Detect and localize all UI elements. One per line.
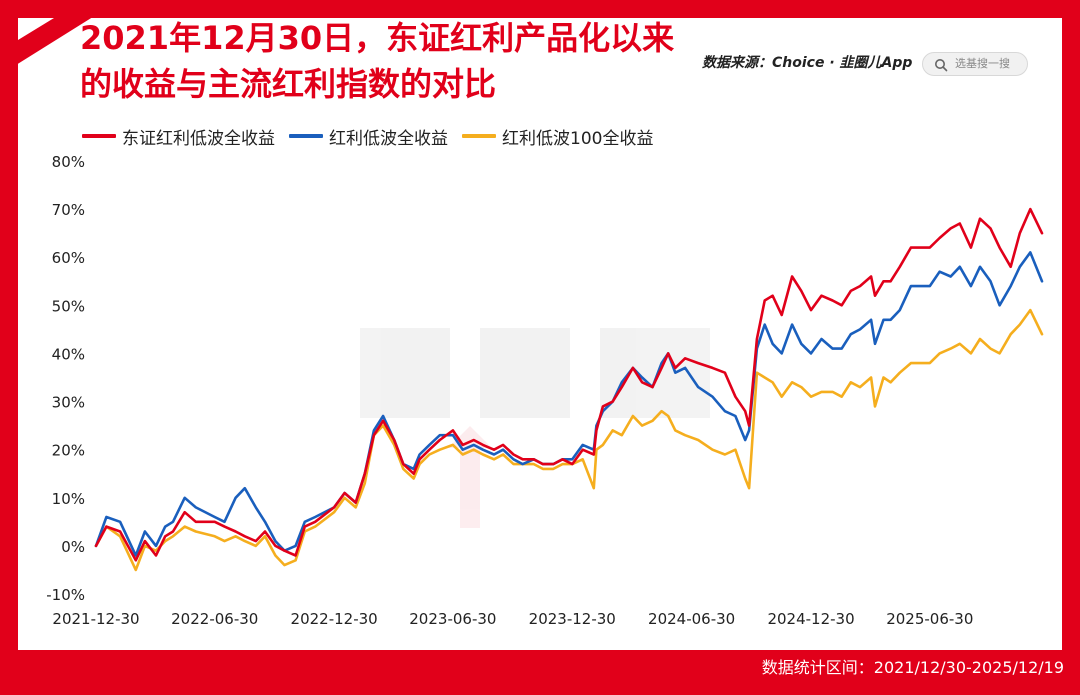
y-tick-label: 60% bbox=[52, 249, 85, 267]
data-source-label: 数据来源：Choice · 韭圈儿App bbox=[702, 55, 913, 71]
x-tick-label: 2025-06-30 bbox=[886, 610, 973, 628]
legend-label: 红利低波100全收益 bbox=[502, 128, 654, 149]
frame-top-band bbox=[0, 0, 1080, 18]
line-chart: -10% 0% 10% 20% 30% 40% 50% 60% 70% 80% 2021-12-30… bbox=[46, 153, 1044, 628]
series-line-0 bbox=[94, 207, 1044, 562]
series-line-2 bbox=[94, 308, 1044, 572]
legend-item-hongli-dibo: 红利低波全收益 bbox=[289, 124, 448, 149]
x-tick-label: 2024-06-30 bbox=[648, 610, 735, 628]
legend-label: 东证红利低波全收益 bbox=[122, 128, 275, 149]
y-tick-label: 70% bbox=[52, 201, 85, 219]
legend-item-dongzheng: 东证红利低波全收益 bbox=[82, 124, 275, 149]
y-tick-label: 80% bbox=[52, 153, 85, 171]
legend-label: 红利低波全收益 bbox=[329, 128, 448, 149]
legend-swatch-orange bbox=[462, 134, 496, 138]
x-tick-label: 2024-12-30 bbox=[767, 610, 854, 628]
x-tick-label: 2022-06-30 bbox=[171, 610, 258, 628]
frame-bottom-band bbox=[0, 650, 1080, 695]
y-tick-label: -10% bbox=[46, 586, 85, 604]
legend-swatch-blue bbox=[289, 134, 323, 138]
y-tick-label: 50% bbox=[52, 297, 85, 315]
page-title-line-1: 2021年12月30日，东证红利产品化以来 bbox=[80, 19, 675, 57]
y-tick-label: 20% bbox=[52, 442, 85, 460]
x-tick-label: 2023-12-30 bbox=[529, 610, 616, 628]
legend-item-hongli-dibo-100: 红利低波100全收益 bbox=[462, 124, 653, 149]
footer-date-range: 数据统计区间：2021/12/30-2025/12/19 bbox=[761, 658, 1064, 677]
page-title-line-2: 的收益与主流红利指数的对比 bbox=[80, 65, 497, 103]
search-box[interactable]: 选基搜一搜 bbox=[922, 52, 1028, 76]
y-tick-label: 40% bbox=[52, 345, 85, 363]
x-tick-label: 2021-12-30 bbox=[52, 610, 139, 628]
search-placeholder: 选基搜一搜 bbox=[955, 57, 1010, 70]
frame-right-band bbox=[1062, 0, 1080, 695]
x-tick-label: 2022-12-30 bbox=[291, 610, 378, 628]
x-tick-label: 2023-06-30 bbox=[409, 610, 496, 628]
watermark-logo bbox=[360, 328, 710, 528]
y-tick-label: 10% bbox=[52, 490, 85, 508]
frame-white-notch bbox=[18, 18, 54, 40]
frame-left-band bbox=[0, 0, 18, 695]
y-tick-label: 30% bbox=[52, 394, 85, 412]
search-icon bbox=[935, 59, 948, 72]
chart-legend: 东证红利低波全收益 红利低波全收益 红利低波100全收益 bbox=[82, 124, 653, 149]
legend-swatch-red bbox=[82, 134, 116, 138]
y-tick-label: 0% bbox=[61, 538, 85, 556]
